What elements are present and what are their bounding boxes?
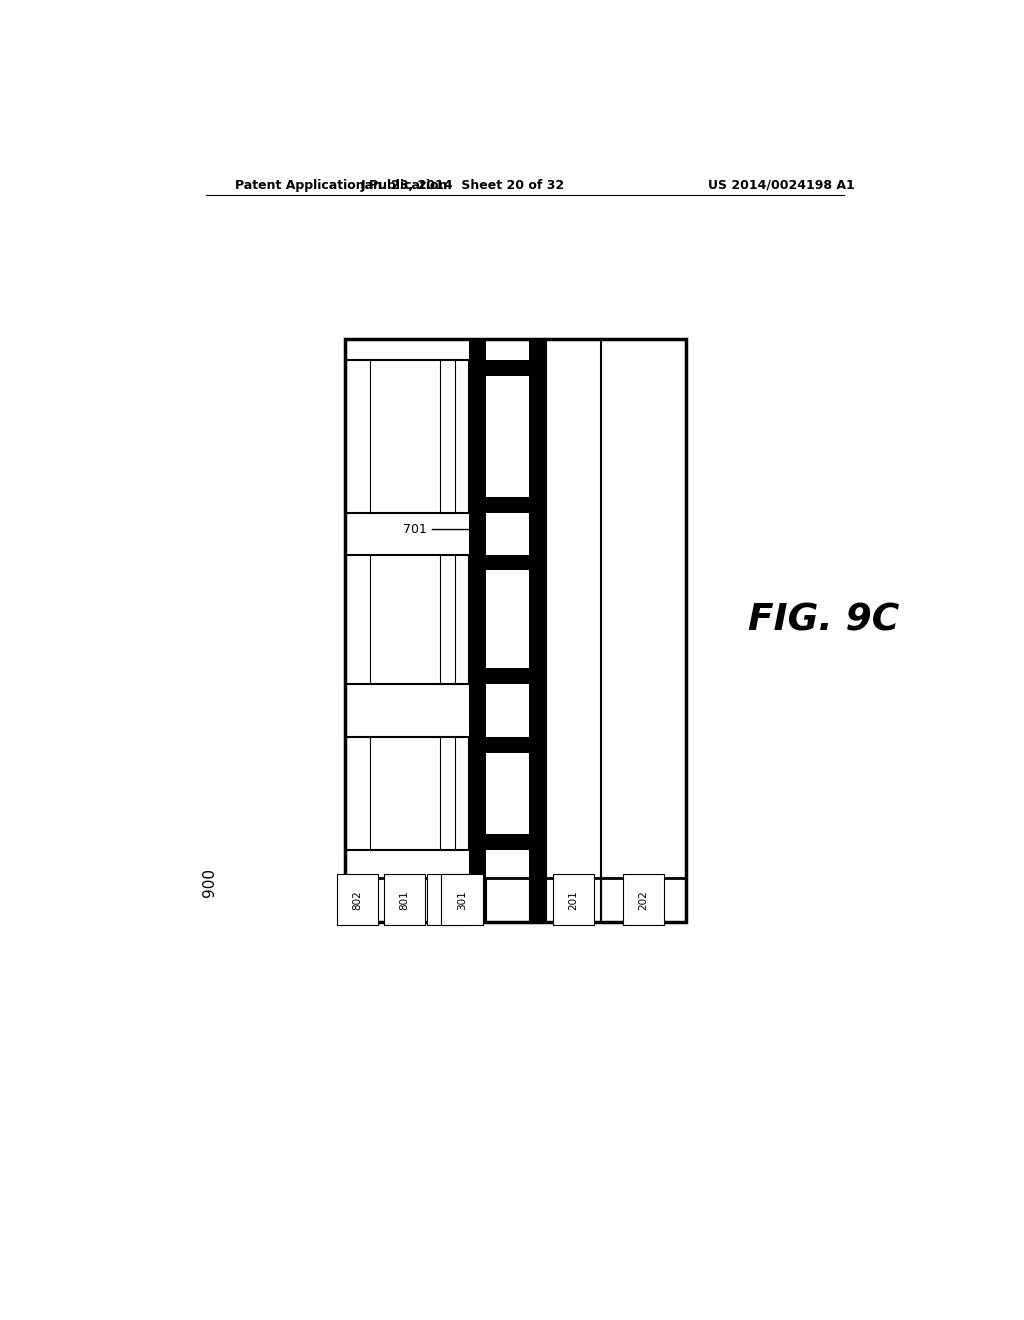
Bar — [345, 554, 469, 684]
Bar — [486, 339, 528, 360]
Text: 900: 900 — [202, 867, 217, 896]
Bar — [469, 554, 546, 570]
Bar — [345, 878, 370, 923]
Bar — [486, 512, 528, 554]
Bar — [469, 360, 546, 376]
Text: 203: 203 — [442, 890, 453, 909]
Bar — [439, 554, 455, 684]
Bar — [486, 570, 528, 668]
Bar — [528, 878, 546, 923]
Bar — [469, 554, 486, 684]
Text: Jan. 23, 2014  Sheet 20 of 32: Jan. 23, 2014 Sheet 20 of 32 — [360, 178, 565, 191]
Bar — [439, 360, 455, 512]
Text: FIG. 9C: FIG. 9C — [748, 602, 899, 639]
Bar — [528, 554, 546, 684]
Bar — [469, 738, 546, 752]
Bar — [486, 376, 528, 498]
Text: 301: 301 — [457, 890, 467, 909]
Bar — [455, 360, 469, 512]
Bar — [370, 360, 439, 512]
Bar — [455, 554, 469, 684]
Bar — [370, 554, 439, 684]
Bar — [469, 668, 546, 684]
Text: 202: 202 — [638, 890, 648, 909]
Bar — [345, 738, 469, 850]
Bar — [370, 738, 439, 850]
Text: 801: 801 — [399, 890, 410, 909]
Text: 201: 201 — [568, 890, 579, 909]
Bar — [486, 850, 528, 878]
Bar — [486, 752, 528, 834]
Bar — [345, 738, 370, 850]
Text: 701: 701 — [402, 523, 477, 536]
Bar — [345, 360, 469, 512]
Text: US 2014/0024198 A1: US 2014/0024198 A1 — [708, 178, 854, 191]
Bar — [455, 738, 469, 850]
Bar — [469, 834, 546, 850]
Bar — [601, 339, 686, 923]
Bar — [439, 738, 455, 850]
Bar — [345, 360, 370, 512]
Bar — [528, 738, 546, 850]
Bar — [345, 554, 370, 684]
Bar — [345, 878, 686, 923]
Bar — [528, 339, 546, 878]
Text: Patent Application Publication: Patent Application Publication — [234, 178, 447, 191]
Bar — [469, 360, 486, 512]
Bar — [469, 339, 486, 878]
Bar — [455, 878, 469, 923]
Text: 802: 802 — [352, 890, 362, 909]
Bar — [528, 360, 546, 512]
Bar — [469, 878, 486, 923]
Bar — [439, 878, 455, 923]
Bar — [486, 878, 528, 923]
Bar — [370, 878, 439, 923]
Bar — [469, 498, 546, 512]
Bar — [345, 339, 686, 923]
Bar — [486, 684, 528, 738]
Bar — [486, 339, 528, 878]
Bar — [469, 738, 486, 850]
Bar — [546, 339, 601, 923]
